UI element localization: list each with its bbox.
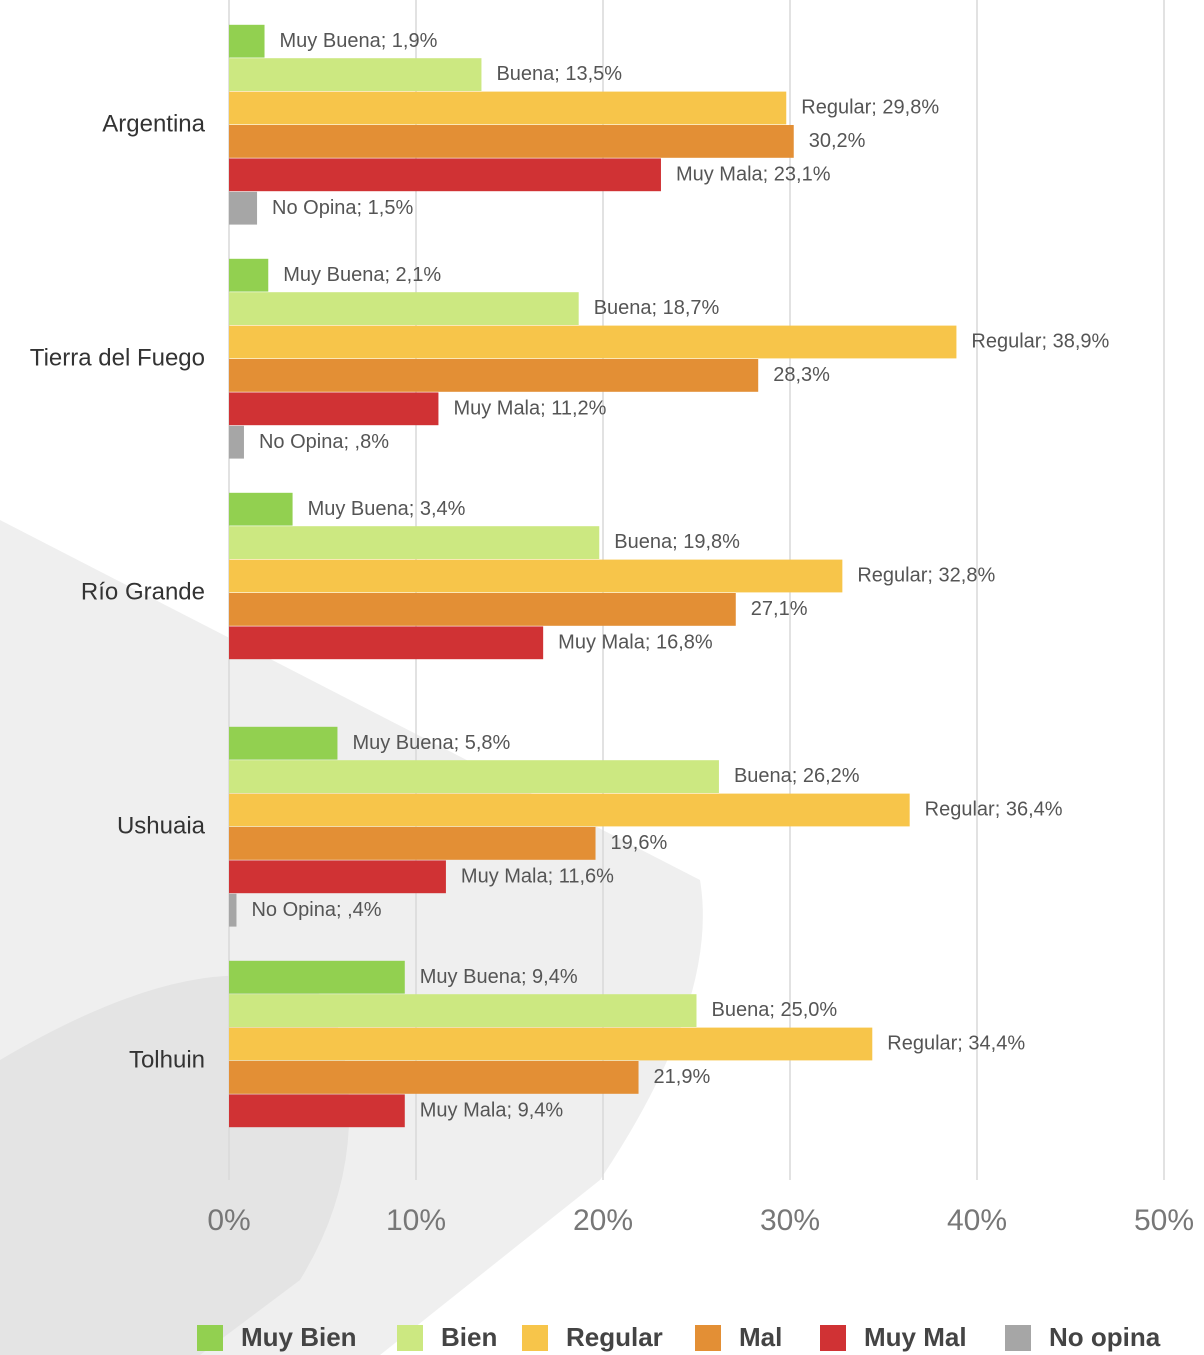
x-tick-label: 50%	[1134, 1204, 1194, 1237]
legend-label: No opina	[1049, 1322, 1161, 1352]
bar	[229, 760, 719, 793]
bar	[229, 726, 338, 760]
category-label: Tolhuin	[129, 1046, 205, 1073]
bar	[229, 994, 697, 1027]
bar	[229, 860, 446, 894]
data-label: Buena; 26,2%	[734, 765, 860, 787]
bar	[229, 893, 237, 927]
x-tick-label: 20%	[573, 1204, 633, 1237]
legend-label: Bien	[441, 1322, 497, 1352]
data-label: Muy Mala; 16,8%	[558, 631, 713, 653]
legend-label: Regular	[566, 1322, 663, 1352]
data-label: No Opina; ,4%	[251, 899, 381, 921]
bar	[229, 593, 736, 626]
data-label: Regular; 38,9%	[971, 331, 1109, 353]
legend-label: Muy Mal	[864, 1322, 967, 1352]
x-tick-label: 40%	[947, 1204, 1007, 1237]
legend-label: Mal	[739, 1322, 782, 1352]
data-label: 28,3%	[773, 364, 830, 386]
legend-swatch	[695, 1325, 721, 1351]
bar	[229, 1061, 639, 1094]
data-label: Buena; 13,5%	[496, 63, 622, 85]
legend-swatch	[522, 1325, 548, 1351]
x-tick-label: 30%	[760, 1204, 820, 1237]
bar	[229, 24, 265, 58]
data-label: Muy Buena; 9,4%	[420, 966, 578, 988]
data-label: Regular; 29,8%	[801, 97, 939, 119]
bar	[229, 58, 482, 91]
data-label: 19,6%	[611, 832, 668, 854]
bar	[229, 359, 759, 392]
bar	[229, 526, 600, 559]
bar	[229, 793, 910, 827]
data-label: Muy Buena; 5,8%	[352, 732, 510, 754]
data-label: No Opina; 1,5%	[272, 197, 413, 219]
bar	[229, 292, 579, 325]
data-label: Muy Buena; 3,4%	[308, 498, 466, 520]
data-label: 27,1%	[751, 598, 808, 620]
bar	[229, 258, 269, 292]
bar	[229, 158, 661, 192]
category-label: Argentina	[102, 110, 205, 137]
data-label: Muy Mala; 23,1%	[676, 163, 831, 185]
x-tick-label: 10%	[386, 1204, 446, 1237]
data-label: Buena; 18,7%	[594, 297, 720, 319]
data-label: Regular; 36,4%	[925, 799, 1063, 821]
bar	[229, 559, 843, 593]
bar	[229, 425, 244, 459]
bar	[229, 1094, 405, 1128]
bar	[229, 191, 258, 225]
data-label: Muy Buena; 2,1%	[283, 264, 441, 286]
data-label: Muy Buena; 1,9%	[280, 30, 438, 52]
legend-swatch	[1005, 1325, 1031, 1351]
bar	[229, 1027, 873, 1061]
data-label: Regular; 32,8%	[857, 565, 995, 587]
category-label: Río Grande	[81, 578, 205, 605]
data-label: Buena; 19,8%	[614, 531, 740, 553]
bar	[229, 392, 439, 426]
bar	[229, 960, 405, 994]
legend-swatch	[820, 1325, 846, 1351]
data-label: Buena; 25,0%	[712, 999, 838, 1021]
legend-swatch	[197, 1325, 223, 1351]
bar	[229, 91, 787, 125]
data-label: Regular; 34,4%	[887, 1033, 1025, 1055]
category-label: Ushuaia	[117, 812, 206, 839]
bar	[229, 492, 293, 526]
category-label: Tierra del Fuego	[30, 344, 205, 371]
data-label: Muy Mala; 11,2%	[453, 397, 606, 419]
bar	[229, 626, 544, 660]
data-label: 30,2%	[809, 130, 866, 152]
bar	[229, 827, 596, 860]
bar	[229, 125, 794, 158]
x-tick-label: 0%	[207, 1204, 250, 1237]
bar	[229, 325, 957, 359]
data-label: No Opina; ,8%	[259, 431, 389, 453]
legend-swatch	[397, 1325, 423, 1351]
data-label: 21,9%	[654, 1066, 711, 1088]
data-label: Muy Mala; 9,4%	[420, 1099, 564, 1121]
legend-label: Muy Bien	[241, 1322, 357, 1352]
data-label: Muy Mala; 11,6%	[461, 865, 614, 887]
